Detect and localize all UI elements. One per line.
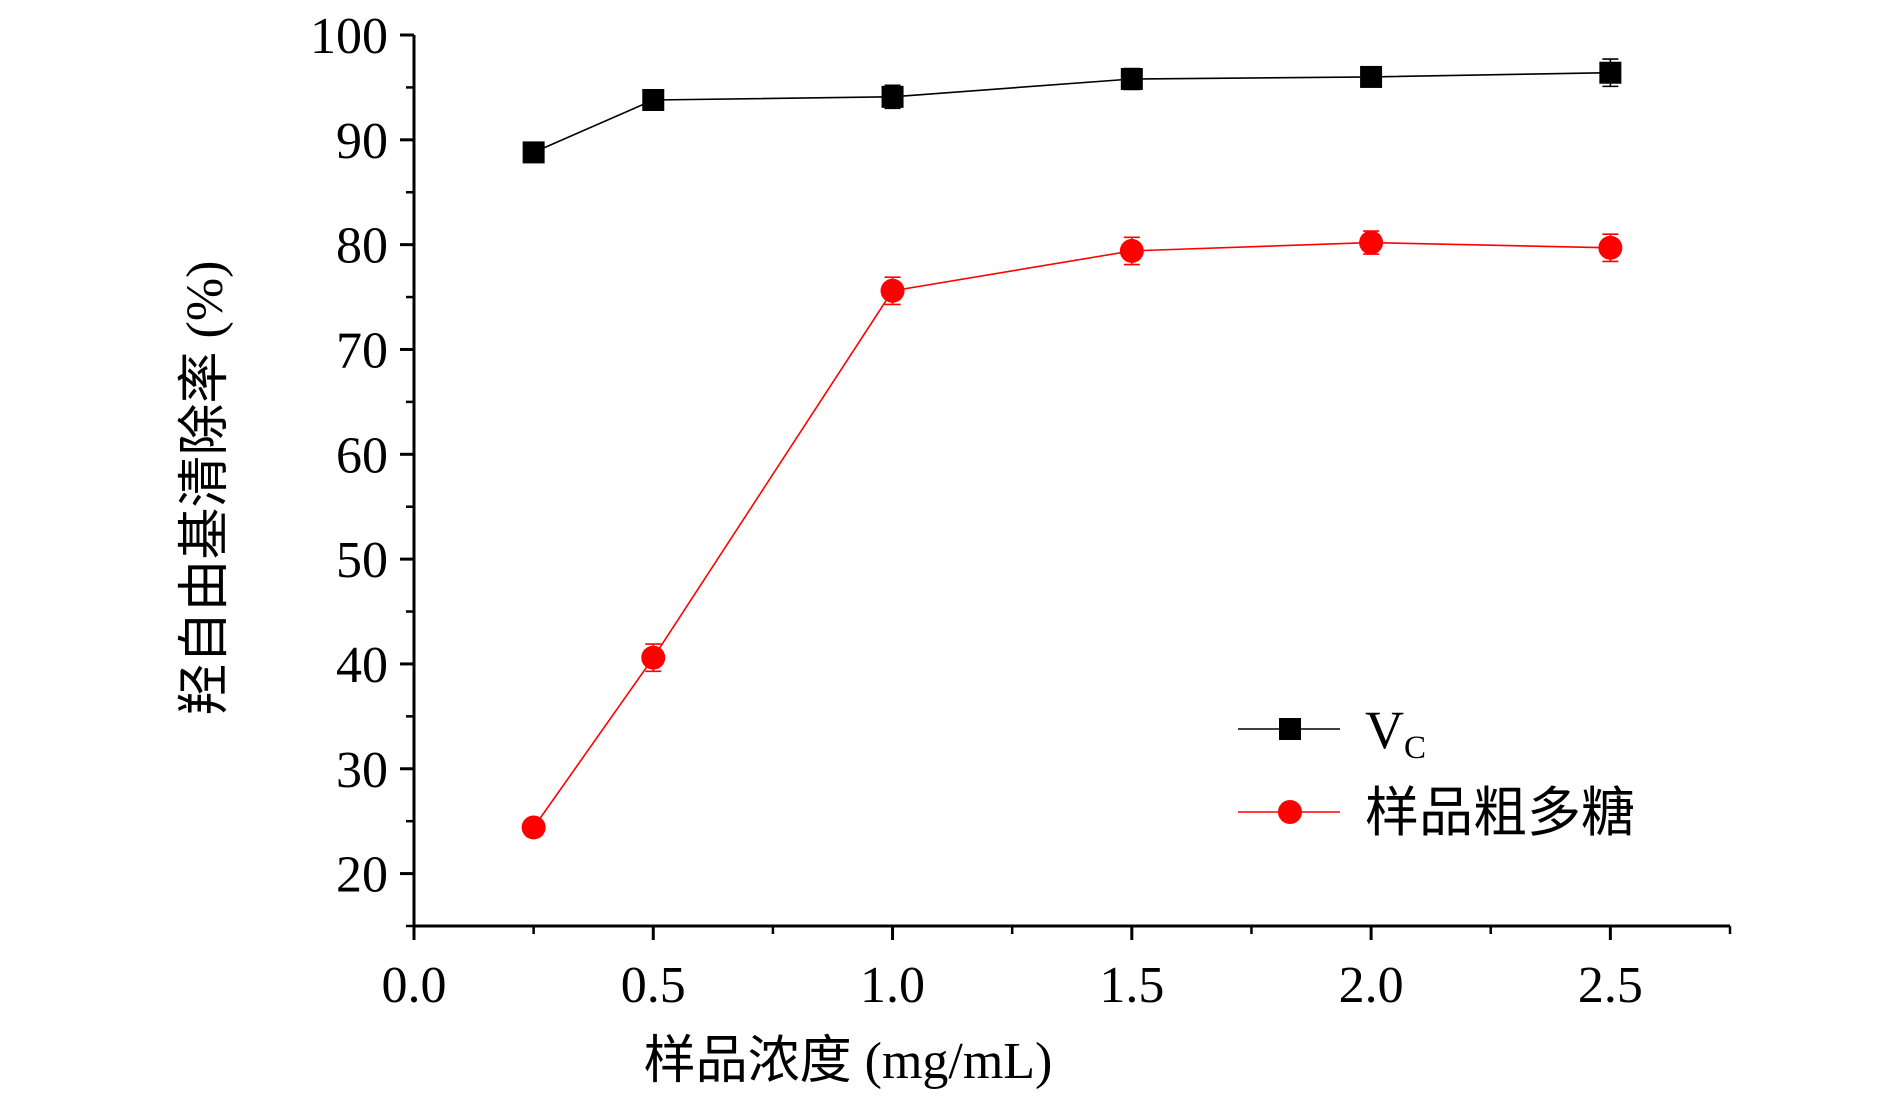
legend-label-vc-main: V bbox=[1365, 700, 1404, 760]
plot-area bbox=[521, 58, 1623, 840]
legend-item-polysaccharide: 样品粗多糖 bbox=[1238, 783, 1635, 843]
y-tick-label: 90 bbox=[336, 113, 388, 170]
y-tick-label: 50 bbox=[336, 532, 388, 589]
y-tick-label: 80 bbox=[336, 218, 388, 275]
y-tick-label: 40 bbox=[336, 637, 388, 694]
y-tick-label: 70 bbox=[336, 322, 388, 379]
axes: 20 30 40 50 60 70 80 90 100 0.0 0.5 1.0 1.5 2.0 2.5 bbox=[310, 8, 1732, 1014]
x-tick-label: 0.0 bbox=[382, 957, 447, 1014]
legend-marker-polysaccharide bbox=[1278, 800, 1302, 824]
legend-marker-vc bbox=[1279, 718, 1301, 740]
x-ticks: 0.0 0.5 1.0 1.5 2.0 2.5 bbox=[382, 926, 1732, 1014]
series-line bbox=[533, 71, 1611, 154]
legend-label-vc-sub: C bbox=[1404, 730, 1426, 766]
data-point bbox=[881, 85, 904, 108]
data-point bbox=[521, 815, 546, 840]
series-line bbox=[532, 241, 1611, 828]
y-ticks: 20 30 40 50 60 70 80 90 100 bbox=[310, 8, 414, 928]
data-point bbox=[522, 141, 545, 164]
y-tick-label: 20 bbox=[336, 847, 388, 904]
x-tick-label: 0.5 bbox=[621, 957, 686, 1014]
legend-label-vc: VC bbox=[1365, 700, 1426, 766]
data-point bbox=[1120, 68, 1143, 91]
data-point bbox=[1360, 65, 1383, 88]
data-point bbox=[1599, 61, 1622, 84]
legend: VC 样品粗多糖 bbox=[1238, 700, 1635, 843]
x-tick-label: 1.0 bbox=[860, 957, 925, 1014]
legend-label-polysaccharide: 样品粗多糖 bbox=[1365, 783, 1635, 843]
x-tick-label: 1.5 bbox=[1099, 957, 1164, 1014]
x-tick-label: 2.0 bbox=[1339, 957, 1404, 1014]
data-point bbox=[880, 278, 905, 303]
data-point bbox=[1598, 235, 1623, 260]
data-point bbox=[642, 88, 665, 111]
y-tick-label: 60 bbox=[336, 427, 388, 484]
series-1 bbox=[521, 230, 1623, 840]
data-point bbox=[641, 645, 666, 670]
x-axis-title: 样品浓度 (mg/mL) bbox=[644, 1033, 1053, 1090]
y-tick-label: 30 bbox=[336, 742, 388, 799]
y-axis-title: 羟自由基清除率 (%) bbox=[177, 261, 234, 716]
data-point bbox=[1359, 230, 1384, 255]
data-point bbox=[1119, 238, 1144, 263]
series-0 bbox=[522, 58, 1622, 164]
y-tick-label: 100 bbox=[310, 8, 388, 65]
x-tick-label: 2.5 bbox=[1578, 957, 1643, 1014]
legend-item-vc: VC bbox=[1238, 700, 1426, 766]
